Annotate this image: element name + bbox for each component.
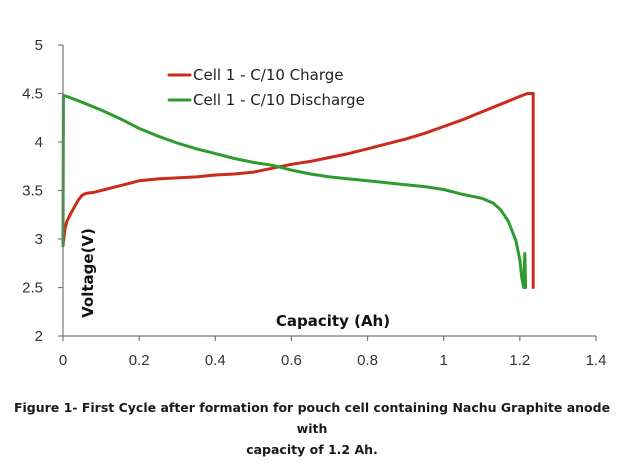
x-tick-label: 0 [59,352,67,369]
y-tick-label: 2.5 [22,280,43,297]
x-axis-title: Capacity (Ah) [276,312,390,330]
y-tick-label: 4 [35,134,43,151]
caption-line-2: capacity of 1.2 Ah. [246,442,378,457]
x-tick-label: 0.4 [205,352,226,369]
y-tick-label: 2 [35,328,43,345]
figure-caption: Figure 1- First Cycle after formation fo… [0,397,624,460]
x-tick-label: 1.2 [509,352,530,369]
y-tick-label: 3 [35,231,43,248]
legend-label: Cell 1 - C/10 Discharge [193,91,365,109]
y-tick-label: 5 [35,37,43,54]
x-tick-label: 0.6 [281,352,302,369]
x-tick-label: 0.2 [129,352,150,369]
x-tick-label: 1 [440,352,448,369]
series-line-1 [61,92,535,289]
y-tick-label: 4.5 [22,86,43,103]
y-axis-title: Voltage(V) [79,228,97,318]
x-tick-label: 0.8 [357,352,378,369]
x-tick-label: 1.4 [586,352,607,369]
series-line-2 [61,93,528,289]
y-tick-label: 3.5 [22,183,43,200]
chart: 2 2.5 3 3.5 4 4.5 5 0 0.2 0.4 0.6 0.8 1 1.2 1.4 Cell 1… [22,37,607,369]
caption-line-1: Figure 1- First Cycle after formation fo… [13,400,611,436]
legend-label: Cell 1 - C/10 Charge [193,66,344,84]
